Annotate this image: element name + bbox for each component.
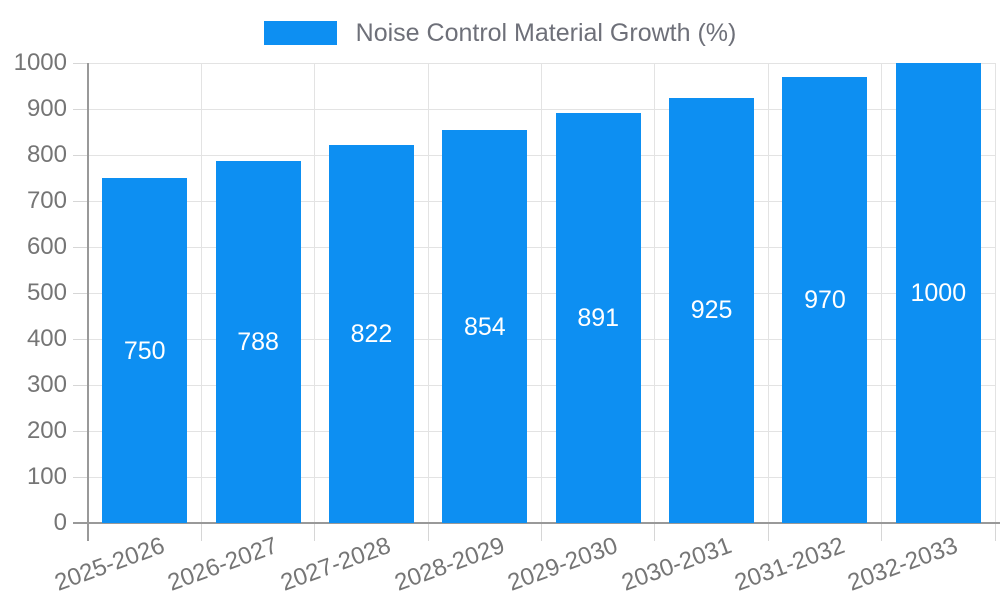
y-axis-tick-label: 800 xyxy=(26,141,67,168)
bar[interactable] xyxy=(102,178,188,523)
gridline-v xyxy=(200,63,202,523)
x-axis-tick xyxy=(541,523,542,541)
y-axis-tick-label: 0 xyxy=(53,509,67,536)
y-axis-tick xyxy=(73,384,88,386)
y-axis-tick-label: 500 xyxy=(26,279,67,306)
y-axis-line xyxy=(87,63,89,541)
gridline-v xyxy=(314,63,316,523)
y-axis-tick xyxy=(73,62,88,64)
gridline-v xyxy=(994,63,996,523)
y-axis-tick xyxy=(73,154,88,156)
x-axis-tick xyxy=(200,523,202,541)
y-axis-tick xyxy=(73,338,88,340)
gridline-v xyxy=(541,63,542,523)
y-axis-tick xyxy=(73,200,88,202)
gridline-v xyxy=(427,63,429,523)
x-axis-tick xyxy=(767,523,769,541)
y-axis-tick-label: 900 xyxy=(26,95,67,122)
y-axis-tick-label: 1000 xyxy=(13,49,67,76)
bar[interactable] xyxy=(215,160,301,523)
bar[interactable] xyxy=(442,130,528,523)
y-axis-tick xyxy=(73,246,88,248)
y-axis-tick-label: 100 xyxy=(26,463,67,490)
y-axis-tick-label: 300 xyxy=(26,371,67,398)
y-axis-tick-label: 400 xyxy=(26,325,67,352)
legend-swatch-icon xyxy=(263,21,337,45)
y-axis-tick xyxy=(73,108,88,110)
gridline-v xyxy=(881,63,883,523)
x-axis-line xyxy=(73,522,1000,524)
bar[interactable] xyxy=(782,76,868,523)
gridline-v xyxy=(767,63,769,523)
y-axis-tick xyxy=(73,292,88,294)
y-axis-tick-label: 700 xyxy=(26,187,67,214)
bar[interactable] xyxy=(555,113,641,523)
y-axis-tick-label: 200 xyxy=(26,417,67,444)
legend-label: Noise Control Material Growth (%) xyxy=(355,19,737,47)
y-axis-tick xyxy=(73,476,88,478)
bar[interactable] xyxy=(328,144,414,523)
x-axis-tick xyxy=(427,523,429,541)
y-axis-tick-label: 600 xyxy=(26,233,67,260)
x-axis-tick xyxy=(654,523,656,541)
x-axis-tick xyxy=(314,523,316,541)
y-axis-tick xyxy=(73,430,88,432)
x-axis-tick xyxy=(994,523,996,541)
bar[interactable] xyxy=(895,63,981,523)
bar[interactable] xyxy=(669,97,755,523)
legend-item[interactable]: Noise Control Material Growth (%) xyxy=(0,20,1000,46)
gridline-v xyxy=(654,63,656,523)
x-axis-tick xyxy=(881,523,883,541)
